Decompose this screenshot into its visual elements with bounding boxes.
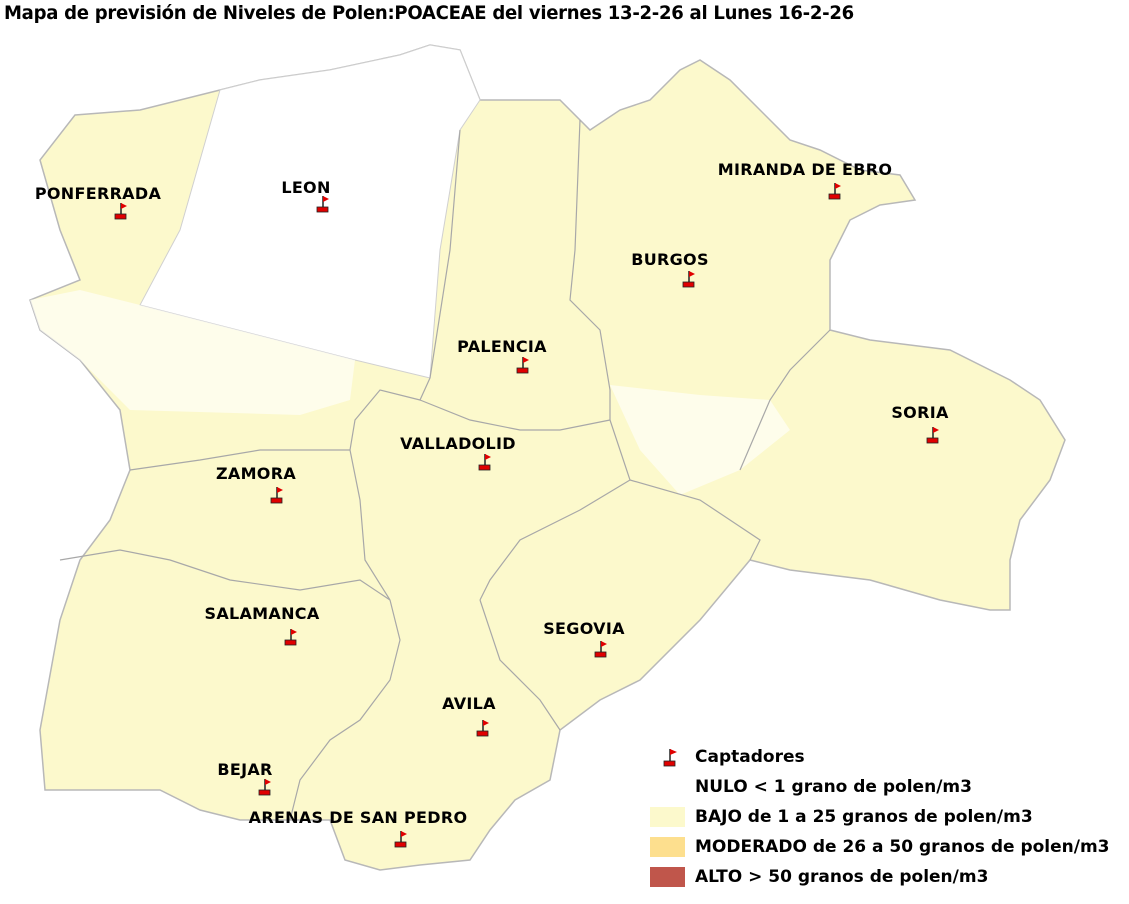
city-label: PALENCIA	[457, 337, 547, 356]
city-label: ZAMORA	[215, 464, 297, 483]
flag-icon	[114, 203, 127, 220]
legend-label: BAJO de 1 a 25 granos de polen/m3	[695, 807, 1033, 827]
legend-swatch-bajo	[650, 807, 685, 827]
province-borders	[59, 119, 831, 821]
flag-icon	[594, 641, 607, 658]
legend-swatch-alto	[650, 867, 685, 887]
city-label: BURGOS	[631, 250, 709, 269]
legend-label: NULO < 1 grano de polen/m3	[695, 777, 972, 797]
city-label: SALAMANCA	[204, 604, 320, 623]
region-nulo-leon	[139, 44, 481, 379]
legend-bajo: BAJO de 1 a 25 granos de polen/m3	[650, 802, 1110, 832]
city-label: SORIA	[891, 403, 949, 422]
legend-captadores: Captadores	[650, 742, 1110, 772]
legend-nulo: NULO < 1 grano de polen/m3	[650, 772, 1110, 802]
flag-icon	[270, 487, 283, 504]
city-label: VALLADOLID	[400, 434, 516, 453]
flag-icon	[316, 196, 329, 213]
region-nulo-soria	[610, 385, 790, 495]
city-label: ARENAS DE SAN PEDRO	[248, 808, 468, 827]
flag-icon	[478, 454, 491, 471]
legend: Captadores NULO < 1 grano de polen/m3 BA…	[650, 742, 1110, 892]
flag-icon	[663, 749, 677, 767]
legend-label: ALTO > 50 granos de polen/m3	[695, 867, 989, 887]
city-label: LEON	[281, 178, 331, 197]
legend-swatch-moderado	[650, 837, 685, 857]
city-label: SEGOVIA	[543, 619, 625, 638]
city-label: BEJAR	[217, 760, 273, 779]
legend-alto: ALTO > 50 granos de polen/m3	[650, 862, 1110, 892]
flag-icon	[682, 271, 695, 288]
legend-label: MODERADO de 26 a 50 granos de polen/m3	[695, 837, 1110, 857]
flag-icon	[476, 720, 489, 737]
legend-moderado: MODERADO de 26 a 50 granos de polen/m3	[650, 832, 1110, 862]
flag-icon	[258, 779, 271, 796]
flag-icon	[926, 427, 939, 444]
legend-label: Captadores	[695, 747, 805, 767]
flag-icon	[828, 183, 841, 200]
city-label: AVILA	[442, 694, 496, 713]
city-label: PONFERRADA	[34, 184, 162, 203]
city-label: MIRANDA DE EBRO	[717, 160, 893, 179]
map-title: Mapa de previsión de Niveles de Polen:PO…	[4, 2, 854, 24]
flag-icon	[284, 629, 297, 646]
flag-icon	[516, 357, 529, 374]
flag-icon	[394, 831, 407, 848]
legend-swatch-nulo	[650, 777, 685, 797]
region-nulo-transition	[30, 290, 355, 415]
